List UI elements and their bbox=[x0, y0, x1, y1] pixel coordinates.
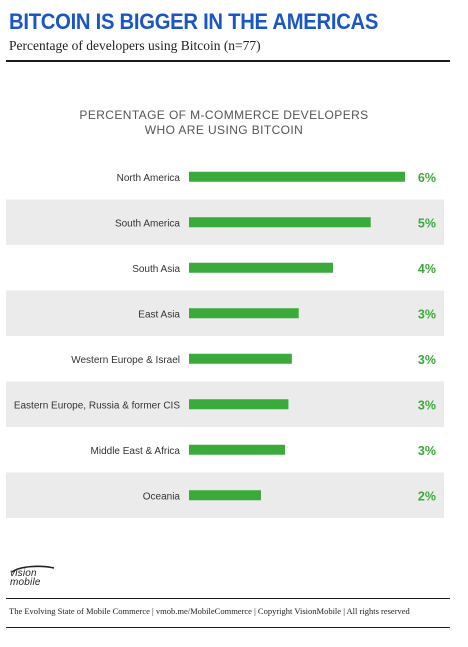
bar bbox=[189, 217, 371, 228]
bar-chart: North America 6% South America 5% South Asia… bbox=[6, 171, 444, 518]
page-subtitle: Percentage of developers using Bitcoin (… bbox=[9, 38, 261, 53]
value-label: 3% bbox=[418, 398, 436, 412]
chart-title-line-1: PERCENTAGE OF M-COMMERCE DEVELOPERS bbox=[79, 108, 369, 122]
logo-text: vision mobile bbox=[10, 568, 41, 588]
category-label: South Asia bbox=[132, 264, 180, 275]
chart-title: PERCENTAGE OF M-COMMERCE DEVELOPERS WHO … bbox=[0, 108, 448, 138]
category-label: Western Europe & Israel bbox=[71, 355, 180, 366]
category-label: South America bbox=[115, 218, 180, 229]
category-label: Middle East & Africa bbox=[91, 446, 181, 457]
value-label: 6% bbox=[418, 171, 436, 185]
category-label: East Asia bbox=[138, 309, 180, 320]
bar bbox=[189, 308, 299, 319]
footer-text: The Evolving State of Mobile Commerce | … bbox=[9, 606, 410, 616]
category-label: North America bbox=[117, 173, 181, 184]
chart-title-line-2: WHO ARE USING BITCOIN bbox=[144, 123, 304, 137]
value-label: 5% bbox=[418, 216, 436, 230]
category-label: Eastern Europe, Russia & former CIS bbox=[14, 400, 181, 411]
value-label: 2% bbox=[418, 489, 436, 503]
footer-divider-top bbox=[6, 598, 450, 599]
bar bbox=[189, 399, 289, 410]
bar bbox=[189, 262, 333, 273]
value-label: 4% bbox=[418, 262, 436, 276]
bar bbox=[189, 490, 261, 501]
header-divider bbox=[6, 60, 450, 62]
page-title: BITCOIN IS BIGGER IN THE AMERICAS bbox=[9, 9, 379, 34]
bar bbox=[189, 171, 405, 182]
value-label: 3% bbox=[418, 353, 436, 367]
bar bbox=[189, 353, 292, 364]
value-label: 3% bbox=[418, 444, 436, 458]
logo-swoosh-icon bbox=[11, 565, 55, 573]
bar bbox=[189, 444, 285, 455]
footer-divider-bottom bbox=[6, 627, 450, 628]
visionmobile-logo: vision mobile bbox=[10, 563, 80, 589]
value-label: 3% bbox=[418, 307, 436, 321]
category-label: Oceania bbox=[143, 491, 181, 502]
